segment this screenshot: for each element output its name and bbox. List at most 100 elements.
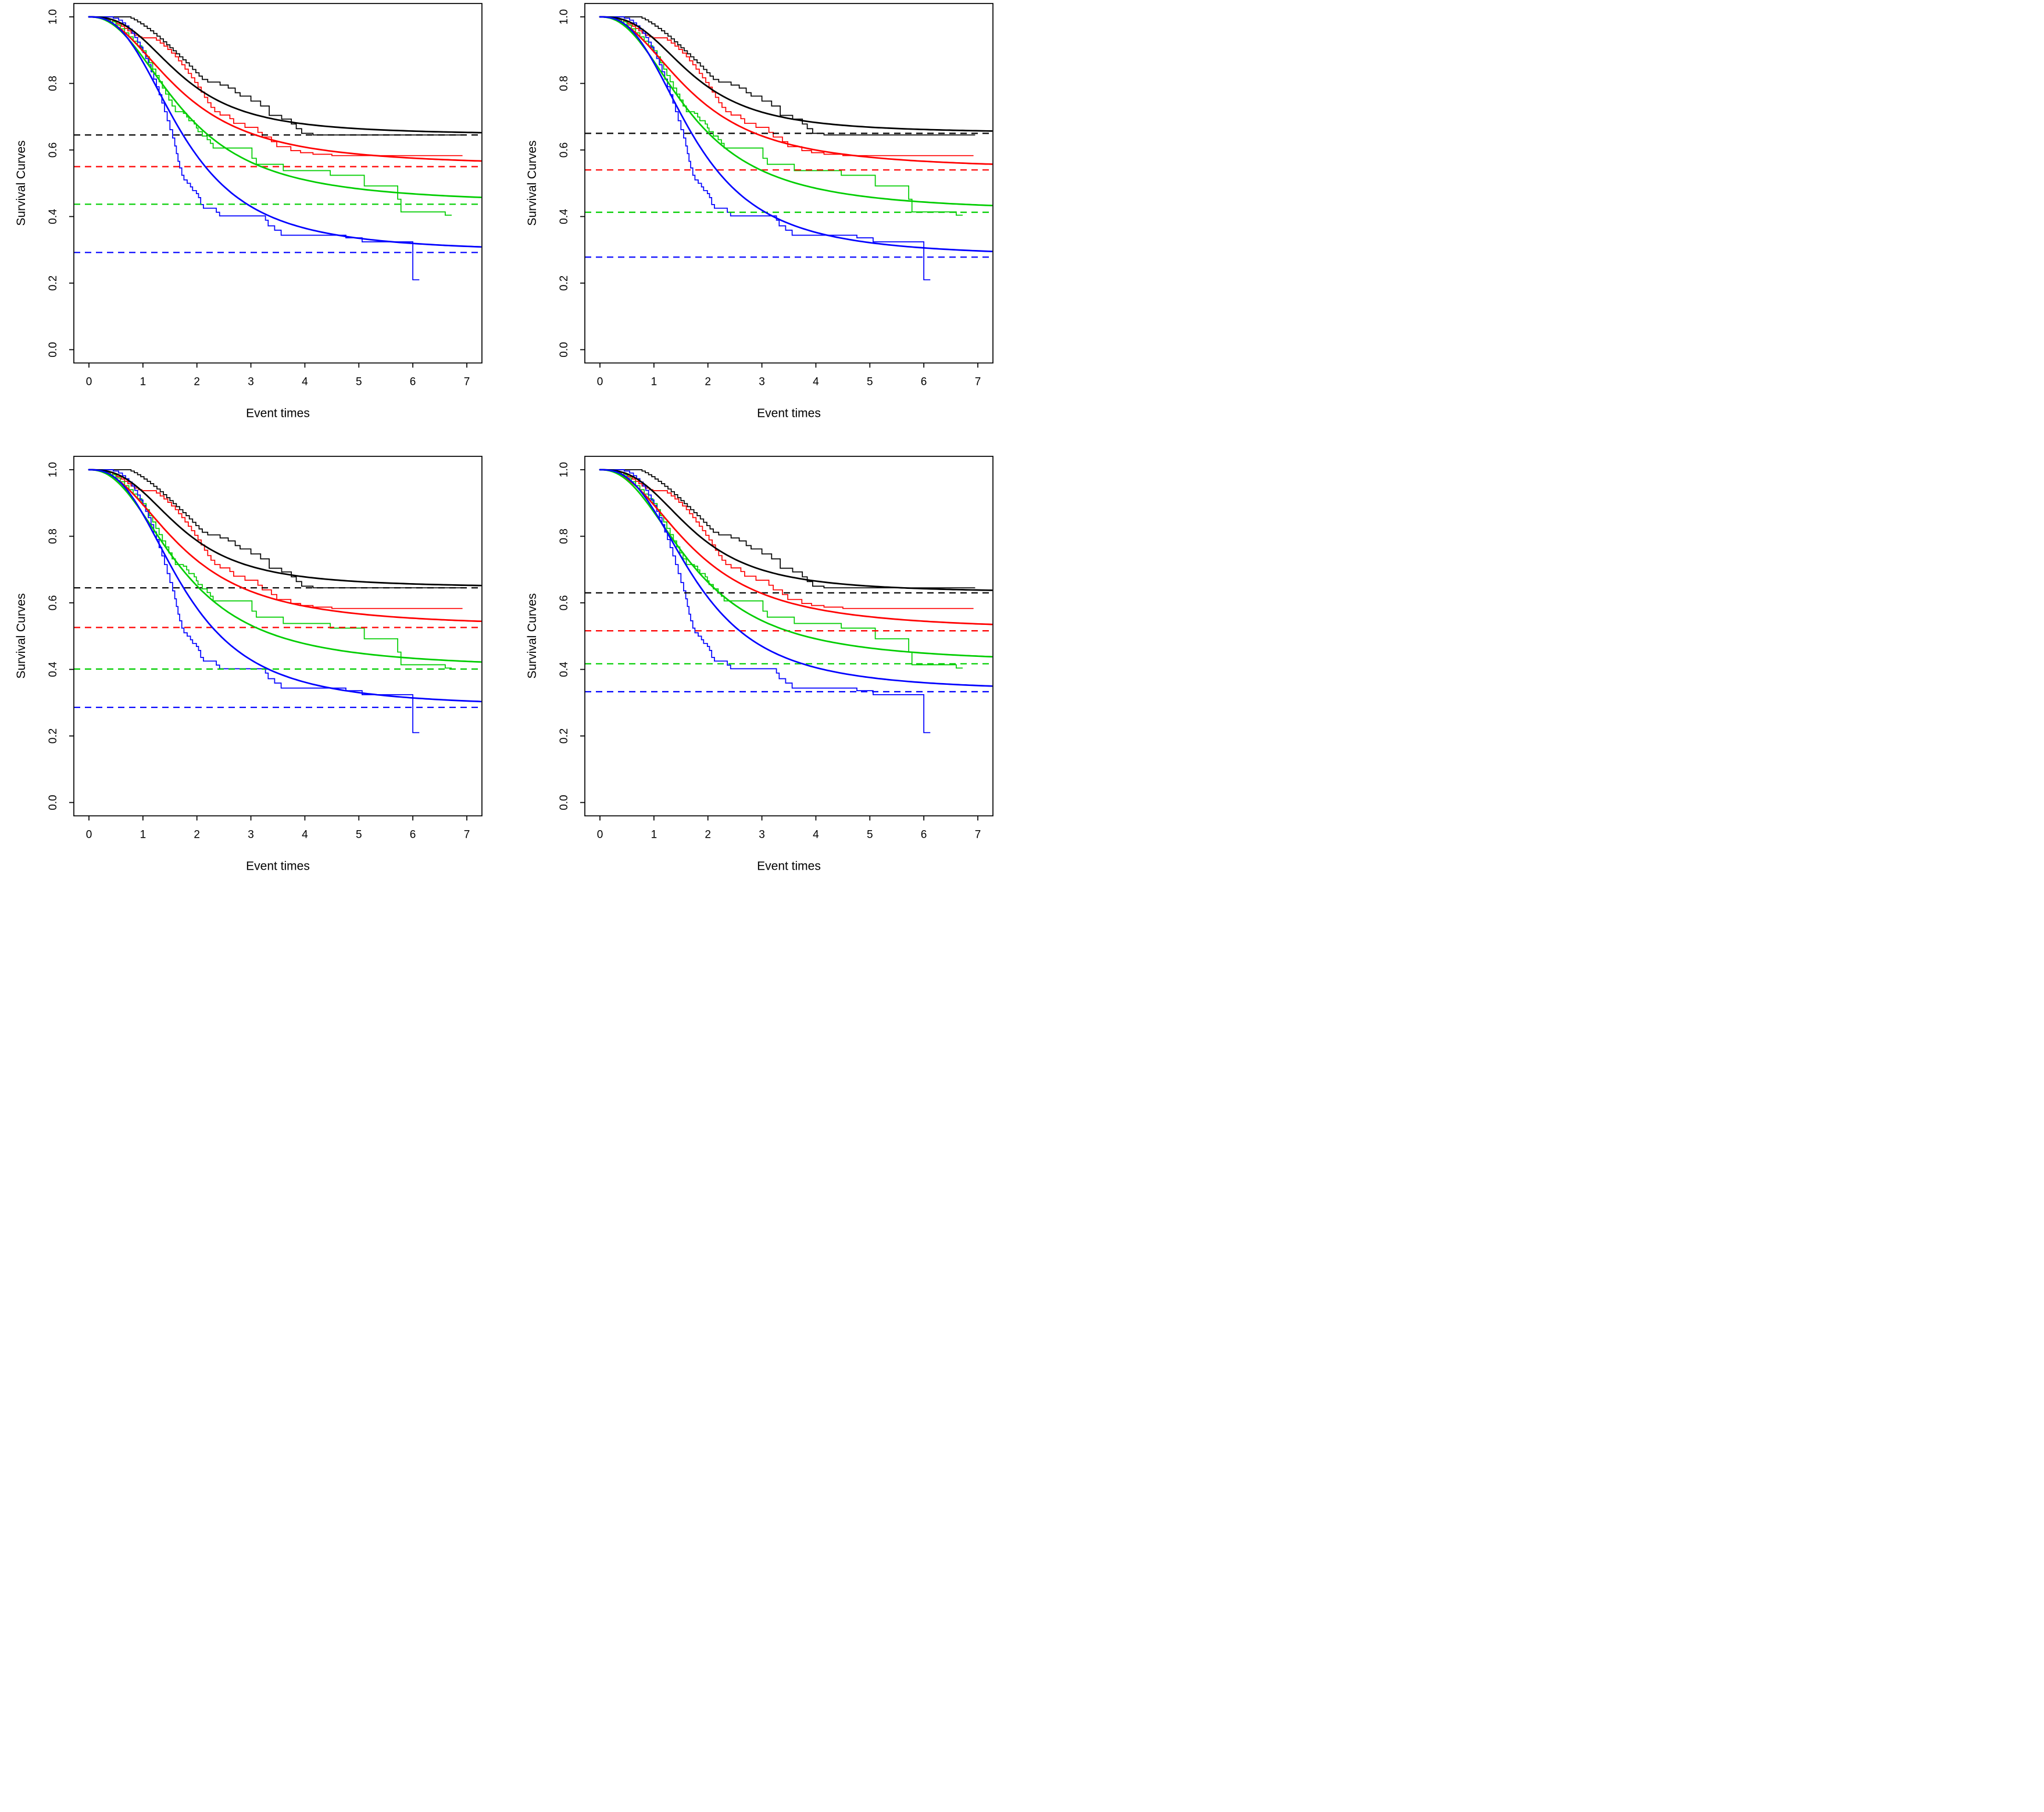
km-curve-red bbox=[89, 16, 463, 156]
x-tick-label: 7 bbox=[464, 828, 470, 841]
x-tick-label: 2 bbox=[705, 376, 711, 388]
fit-curve-black bbox=[599, 469, 993, 591]
x-axis-title: Event times bbox=[757, 406, 821, 420]
fit-curve-green bbox=[88, 469, 482, 663]
plot-box bbox=[584, 456, 994, 817]
x-tick-label: 6 bbox=[921, 828, 927, 841]
x-tick-label: 0 bbox=[597, 828, 603, 841]
fit-curve-red bbox=[599, 16, 993, 165]
y-tick-label: 0.2 bbox=[47, 276, 59, 291]
panel-bottom-left: 0.0 0.2 0.4 0.6 0.8 1.0 0 1 2 3 4 5 6 7 Survival Curve… bbox=[0, 453, 511, 906]
fit-curve-green bbox=[88, 16, 482, 198]
x-tick-label: 2 bbox=[194, 376, 200, 388]
x-tick-label: 6 bbox=[921, 376, 927, 388]
km-curve-green bbox=[600, 469, 963, 669]
panel-bottom-right: 0.0 0.2 0.4 0.6 0.8 1.0 0 1 2 3 4 5 6 7 Survival Curve… bbox=[511, 453, 1022, 906]
x-tick-label: 1 bbox=[651, 828, 657, 841]
x-axis-title: Event times bbox=[757, 859, 821, 873]
y-tick-label: 0.0 bbox=[558, 342, 570, 357]
survival-plot-bottom-left: 0.0 0.2 0.4 0.6 0.8 1.0 0 1 2 3 4 5 6 7 Survival Curve… bbox=[15, 456, 483, 873]
x-tick-label: 4 bbox=[302, 828, 308, 841]
x-tick-label: 5 bbox=[356, 828, 362, 841]
x-tick-label: 3 bbox=[759, 828, 765, 841]
x-tick-label: 0 bbox=[597, 376, 603, 388]
fit-curve-blue bbox=[88, 469, 482, 703]
y-axis-title: Survival Curves bbox=[15, 140, 28, 226]
y-tick-label: 0.0 bbox=[558, 795, 570, 810]
x-tick-label: 3 bbox=[248, 828, 254, 841]
y-tick-label: 0.6 bbox=[558, 142, 570, 158]
x-tick-label: 7 bbox=[975, 376, 981, 388]
km-curve-green bbox=[89, 16, 452, 216]
x-tick-label: 4 bbox=[302, 376, 308, 388]
x-axis-title: Event times bbox=[246, 859, 310, 873]
x-tick-label: 2 bbox=[194, 828, 200, 841]
y-tick-label: 0.6 bbox=[558, 595, 570, 610]
x-tick-label: 0 bbox=[86, 376, 92, 388]
x-tick-label: 0 bbox=[86, 828, 92, 841]
y-tick-label: 0.6 bbox=[47, 142, 59, 158]
x-tick-label: 4 bbox=[813, 376, 819, 388]
km-curve-blue bbox=[89, 16, 420, 281]
figure-grid: 0.0 0.2 0.4 0.6 0.8 1.0 0 1 2 3 4 5 6 7 Survival Curve… bbox=[0, 0, 1022, 906]
fit-curve-blue bbox=[599, 16, 993, 252]
x-tick-label: 3 bbox=[759, 376, 765, 388]
panel-top-right: 0.0 0.2 0.4 0.6 0.8 1.0 0 1 2 3 4 5 6 7 Survival Curve… bbox=[511, 0, 1022, 453]
km-curve-blue bbox=[600, 16, 931, 281]
x-tick-label: 1 bbox=[651, 376, 657, 388]
y-tick-label: 1.0 bbox=[47, 9, 59, 24]
km-curve-red bbox=[89, 469, 463, 609]
y-tick-label: 0.4 bbox=[47, 209, 59, 224]
fit-curve-red bbox=[88, 16, 482, 162]
y-tick-label: 0.8 bbox=[558, 76, 570, 91]
y-tick-label: 0.0 bbox=[47, 342, 59, 357]
fit-curve-red bbox=[599, 469, 993, 626]
y-tick-label: 1.0 bbox=[47, 462, 59, 477]
y-tick-label: 0.6 bbox=[47, 595, 59, 610]
y-axis-title: Survival Curves bbox=[526, 593, 539, 678]
plot-box bbox=[584, 3, 994, 364]
km-curve-green bbox=[89, 469, 452, 669]
fit-curve-blue bbox=[599, 469, 993, 687]
x-axis-title: Event times bbox=[246, 406, 310, 420]
y-tick-label: 0.8 bbox=[558, 528, 570, 544]
km-curve-black bbox=[89, 16, 464, 136]
km-curve-black bbox=[600, 469, 975, 589]
y-tick-label: 0.2 bbox=[47, 728, 59, 744]
y-tick-label: 0.4 bbox=[558, 662, 570, 677]
km-curve-black bbox=[600, 16, 975, 136]
y-tick-label: 0.8 bbox=[47, 528, 59, 544]
x-tick-label: 6 bbox=[410, 828, 416, 841]
y-tick-label: 0.8 bbox=[47, 76, 59, 91]
x-tick-label: 7 bbox=[464, 376, 470, 388]
y-axis-title: Survival Curves bbox=[526, 140, 539, 226]
x-tick-label: 5 bbox=[867, 376, 873, 388]
x-tick-label: 4 bbox=[813, 828, 819, 841]
fit-curve-black bbox=[88, 469, 482, 587]
fit-curve-black bbox=[599, 16, 993, 132]
y-tick-label: 0.2 bbox=[558, 276, 570, 291]
x-tick-label: 1 bbox=[140, 828, 146, 841]
x-tick-label: 5 bbox=[356, 376, 362, 388]
y-tick-label: 0.4 bbox=[558, 209, 570, 224]
x-tick-label: 5 bbox=[867, 828, 873, 841]
x-tick-label: 6 bbox=[410, 376, 416, 388]
y-tick-label: 0.0 bbox=[47, 795, 59, 810]
x-tick-label: 7 bbox=[975, 828, 981, 841]
panel-top-left: 0.0 0.2 0.4 0.6 0.8 1.0 0 1 2 3 4 5 6 7 Survival Curve… bbox=[0, 0, 511, 453]
y-tick-label: 0.4 bbox=[47, 662, 59, 677]
km-curve-blue bbox=[600, 469, 931, 734]
km-curve-red bbox=[600, 469, 974, 609]
plot-box bbox=[73, 3, 483, 364]
y-axis-title: Survival Curves bbox=[15, 593, 28, 678]
km-curve-black bbox=[89, 469, 464, 589]
x-tick-label: 3 bbox=[248, 376, 254, 388]
survival-plot-top-left: 0.0 0.2 0.4 0.6 0.8 1.0 0 1 2 3 4 5 6 7 Survival Curve… bbox=[15, 3, 483, 420]
fit-curve-red bbox=[88, 469, 482, 623]
fit-curve-blue bbox=[88, 16, 482, 248]
km-curve-green bbox=[600, 16, 963, 216]
x-tick-label: 1 bbox=[140, 376, 146, 388]
y-tick-label: 0.2 bbox=[558, 728, 570, 744]
survival-plot-top-right: 0.0 0.2 0.4 0.6 0.8 1.0 0 1 2 3 4 5 6 7 Survival Curve… bbox=[526, 3, 994, 420]
survival-plot-bottom-right: 0.0 0.2 0.4 0.6 0.8 1.0 0 1 2 3 4 5 6 7 Survival Curve… bbox=[526, 456, 994, 873]
